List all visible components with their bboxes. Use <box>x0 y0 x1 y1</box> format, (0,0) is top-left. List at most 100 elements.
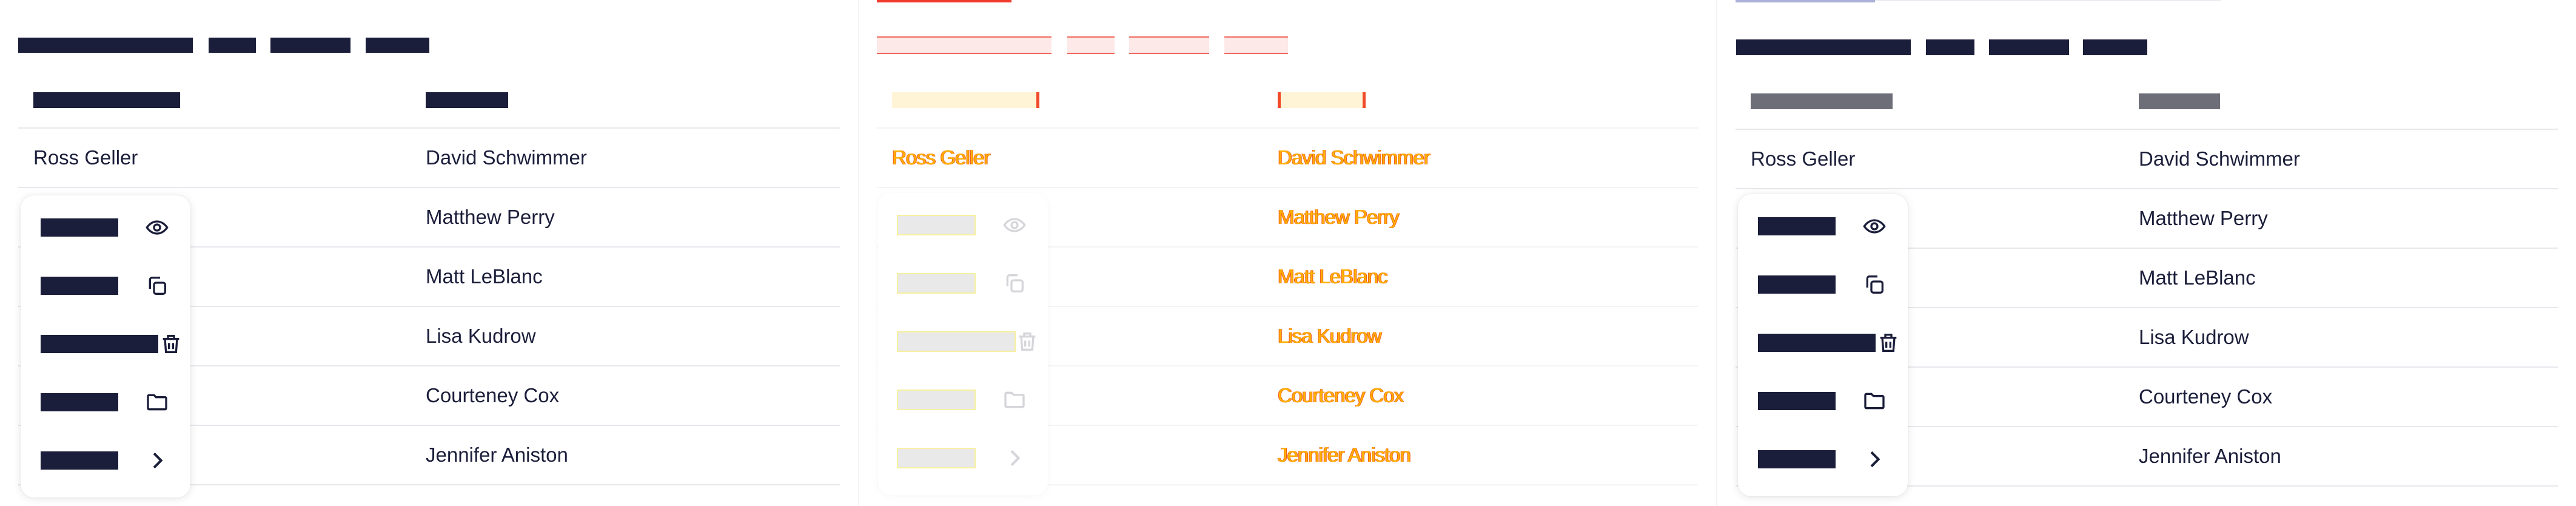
breadcrumb-segment[interactable] <box>877 36 1052 54</box>
row-divider <box>877 187 1698 188</box>
table-cell-actor: Lisa Kudrow <box>2139 326 2249 348</box>
menu-item-view[interactable] <box>878 193 1048 251</box>
menu-item-label <box>1758 334 1876 352</box>
menu-item-label <box>897 215 976 235</box>
breadcrumb-segment[interactable] <box>1067 36 1115 54</box>
column-header-actor[interactable] <box>2139 93 2220 109</box>
table-cell-actor: Matt LeBlanc <box>1278 265 1388 288</box>
top-border <box>1736 0 2221 1</box>
menu-item-label <box>41 393 118 411</box>
panel-separator <box>1716 0 1717 506</box>
menu-item-more[interactable] <box>878 426 1048 484</box>
copy-icon <box>145 274 169 298</box>
chevron-right-icon <box>1002 446 1027 470</box>
breadcrumb-segment[interactable] <box>18 38 193 53</box>
row-divider <box>18 425 840 426</box>
table-cell-actor: Jennifer Aniston <box>1278 444 1411 466</box>
row-divider <box>18 306 840 307</box>
chevron-right-icon <box>1862 447 1887 471</box>
menu-item-delete[interactable] <box>21 312 190 370</box>
top-accent-bar <box>1736 0 1875 2</box>
menu-item-label <box>41 335 158 353</box>
menu-item-copy[interactable] <box>878 251 1048 309</box>
row-divider <box>1736 248 2558 249</box>
table-cell-actor: Courteney Cox <box>426 384 560 406</box>
column-header-character[interactable] <box>33 92 180 108</box>
table-cell-actor: David Schwimmer <box>1278 146 1431 169</box>
menu-item-delete[interactable] <box>1738 311 1908 369</box>
breadcrumb-segment[interactable] <box>1989 39 2069 55</box>
context-menu <box>878 193 1048 495</box>
folder-icon <box>1862 389 1887 413</box>
menu-item-label <box>897 273 976 294</box>
menu-item-more[interactable] <box>21 428 190 487</box>
table-panel-recreated: Ross Geller David Schwimmer Matthew Perr… <box>1717 0 2576 506</box>
table-cell-actor: Matt LeBlanc <box>2139 266 2256 289</box>
menu-item-move[interactable] <box>878 368 1048 426</box>
row-divider <box>877 484 1698 485</box>
row-divider <box>877 127 1698 129</box>
menu-item-label <box>897 331 1016 352</box>
row-divider <box>877 246 1698 248</box>
row-divider <box>877 306 1698 307</box>
folder-icon <box>145 390 169 414</box>
table-cell-character: Ross Geller <box>33 146 138 169</box>
row-divider <box>18 246 840 248</box>
breadcrumb-segment[interactable] <box>1736 39 1911 55</box>
row-divider <box>18 187 840 188</box>
diff-accent-bar <box>877 0 1011 2</box>
menu-item-label <box>1758 450 1836 468</box>
breadcrumb-segment[interactable] <box>209 38 256 53</box>
breadcrumb-segment[interactable] <box>1129 36 1209 54</box>
row-divider <box>18 127 840 129</box>
menu-item-view[interactable] <box>21 195 190 254</box>
breadcrumb-segment[interactable] <box>2083 39 2147 55</box>
column-header-character[interactable] <box>1751 93 1893 109</box>
column-header-actor[interactable] <box>1278 92 1366 108</box>
table-cell-actor: Matthew Perry <box>1278 206 1400 228</box>
menu-item-move[interactable] <box>21 370 190 428</box>
table-cell-actor: Lisa Kudrow <box>1278 325 1382 347</box>
menu-item-label <box>897 390 976 410</box>
eye-icon <box>1862 214 1887 238</box>
menu-item-copy[interactable] <box>1738 252 1908 311</box>
menu-item-view[interactable] <box>1738 194 1908 252</box>
row-divider <box>1736 366 2558 368</box>
row-divider <box>18 484 840 485</box>
breadcrumb-segment[interactable] <box>270 38 351 53</box>
menu-item-label <box>41 218 118 237</box>
table-panel-original: Ross Geller David Schwimmer Matthew Perr… <box>0 0 858 506</box>
table-cell-actor: David Schwimmer <box>426 146 587 169</box>
breadcrumb-segment[interactable] <box>366 38 429 53</box>
eye-icon <box>145 215 169 240</box>
table-cell-actor: Matt LeBlanc <box>426 265 543 288</box>
menu-item-label <box>1758 275 1836 294</box>
table-cell-character: Ross Geller <box>892 146 990 169</box>
context-menu <box>1738 194 1908 496</box>
table-cell-character: Ross Geller <box>1751 147 1856 170</box>
trash-icon <box>159 332 183 356</box>
row-divider <box>877 425 1698 426</box>
breadcrumb-segment[interactable] <box>1926 39 1974 55</box>
menu-item-copy[interactable] <box>21 254 190 312</box>
menu-item-more[interactable] <box>1738 427 1908 485</box>
menu-item-label <box>41 277 118 295</box>
row-divider <box>877 365 1698 366</box>
menu-item-label <box>41 451 118 470</box>
column-header-character[interactable] <box>892 92 1039 108</box>
table-cell-actor: Matthew Perry <box>2139 207 2268 229</box>
menu-item-delete[interactable] <box>878 309 1048 368</box>
menu-item-move[interactable] <box>1738 369 1908 427</box>
row-divider <box>1736 307 2558 308</box>
context-menu <box>21 195 190 498</box>
row-divider <box>1736 129 2558 130</box>
menu-item-label <box>1758 392 1836 410</box>
trash-icon <box>1015 329 1039 354</box>
folder-icon <box>1002 388 1027 412</box>
table-cell-actor: Lisa Kudrow <box>426 325 536 347</box>
column-header-actor[interactable] <box>426 92 508 108</box>
table-cell-actor: Courteney Cox <box>2139 385 2273 408</box>
row-divider <box>1736 188 2558 189</box>
table-cell-actor: David Schwimmer <box>2139 147 2300 170</box>
breadcrumb-segment[interactable] <box>1224 36 1288 54</box>
